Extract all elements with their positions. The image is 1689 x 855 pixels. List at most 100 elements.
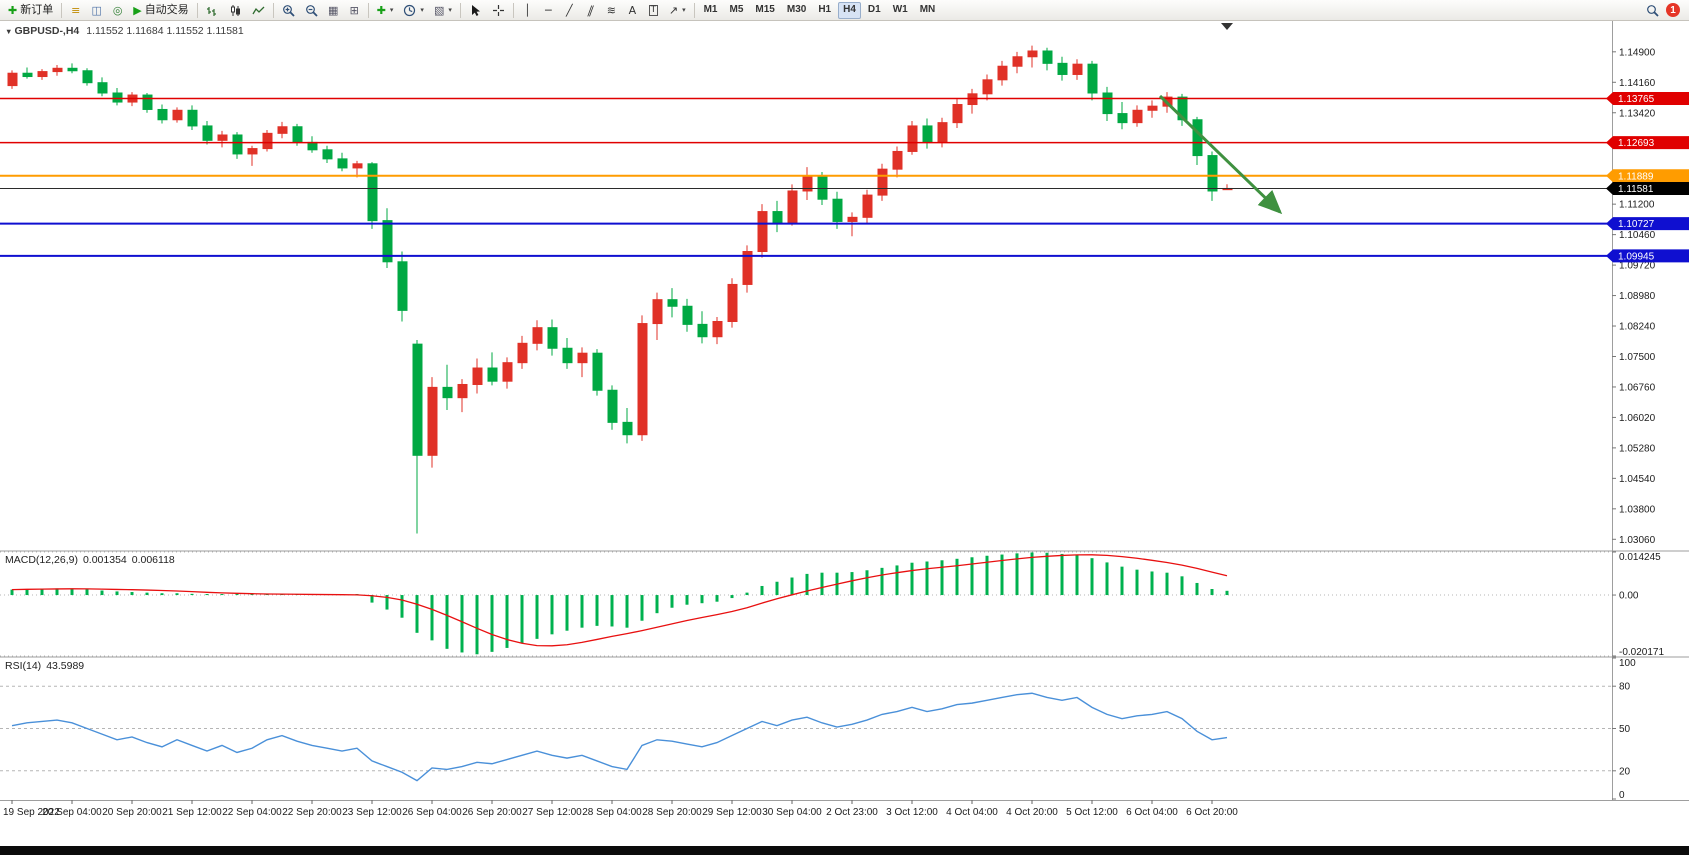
- candle: [982, 74, 993, 101]
- templates-button[interactable]: ▧ ▾: [430, 2, 456, 19]
- candle: [1132, 105, 1143, 127]
- search-button[interactable]: [1642, 2, 1663, 19]
- navigator-icon: ◎: [112, 3, 123, 17]
- candle: [52, 64, 63, 76]
- svg-text:1.10727: 1.10727: [1618, 219, 1655, 230]
- price-tag-resistance-lower: 1.12693: [1606, 136, 1689, 150]
- price-axis[interactable]: 1.149001.141601.134201.126801.119401.112…: [1612, 47, 1656, 546]
- bar-chart-mode-button[interactable]: [202, 2, 223, 19]
- notification-badge[interactable]: 1: [1666, 3, 1680, 17]
- candle: [637, 315, 648, 441]
- candle: [502, 357, 513, 389]
- arrows-icon: ↗: [668, 3, 679, 17]
- svg-text:29 Sep 12:00: 29 Sep 12:00: [702, 807, 762, 818]
- candle: [922, 118, 933, 149]
- data-window-button[interactable]: ◫: [87, 2, 106, 19]
- candlestick-icon: [229, 4, 242, 17]
- svg-text:1.08240: 1.08240: [1619, 322, 1656, 333]
- auto-arrange-icon: ▦: [327, 3, 339, 17]
- candle: [577, 347, 588, 378]
- svg-text:1.03060: 1.03060: [1619, 535, 1656, 546]
- timeframe-w1-button[interactable]: W1: [888, 2, 913, 19]
- periods-button[interactable]: ▾: [399, 2, 428, 19]
- chart-shift-marker[interactable]: [1221, 23, 1233, 30]
- toolbar-separator: [272, 2, 274, 18]
- autotrading-button[interactable]: ▶ 自动交易: [129, 2, 192, 19]
- timeframe-m1-button[interactable]: M1: [699, 2, 723, 19]
- candle: [457, 379, 468, 413]
- draw-trendline-button[interactable]: ╱: [560, 2, 579, 19]
- candle: [487, 352, 498, 386]
- candle: [1147, 100, 1158, 118]
- new-order-button[interactable]: ✚ 新订单: [4, 2, 57, 19]
- timeframe-mn-button[interactable]: MN: [915, 2, 941, 19]
- auto-arrange-button[interactable]: ▦: [324, 2, 343, 19]
- draw-vertical-line-button[interactable]: │: [518, 2, 537, 19]
- draw-channel-button[interactable]: ∥: [581, 2, 600, 19]
- candlestick-mode-button[interactable]: [225, 2, 246, 19]
- tile-windows-icon: ⊞: [349, 3, 359, 17]
- draw-fibonacci-button[interactable]: ≋: [602, 2, 621, 19]
- chart-window: 1.149001.141601.134201.126801.119401.112…: [0, 21, 1689, 846]
- svg-text:100: 100: [1619, 658, 1636, 669]
- draw-horizontal-line-button[interactable]: ─: [539, 2, 558, 19]
- svg-text:1.03800: 1.03800: [1619, 504, 1656, 515]
- cursor-icon: [469, 4, 482, 17]
- candle: [247, 145, 258, 166]
- text-icon: A: [628, 3, 637, 17]
- svg-text:1.07500: 1.07500: [1619, 352, 1656, 363]
- price-tag-support-upper: 1.10727: [1606, 217, 1689, 231]
- cursor-button[interactable]: [465, 2, 486, 19]
- timeframe-m30-button[interactable]: M30: [782, 2, 811, 19]
- candle: [367, 162, 378, 229]
- autotrading-label: 自动交易: [144, 3, 189, 16]
- line-chart-mode-button[interactable]: [248, 2, 269, 19]
- svg-text:22 Sep 04:00: 22 Sep 04:00: [222, 807, 282, 818]
- zoom-out-button[interactable]: [301, 2, 322, 19]
- draw-text-button[interactable]: A: [623, 2, 642, 19]
- svg-text:1.13420: 1.13420: [1619, 108, 1656, 119]
- timeframe-m15-button[interactable]: M15: [750, 2, 779, 19]
- market-watch-icon: ≡: [71, 3, 81, 17]
- timeframe-h4-button[interactable]: H4: [838, 1, 861, 19]
- new-order-icon: ✚: [8, 3, 18, 17]
- candle: [532, 320, 543, 351]
- bar-chart-icon: [206, 4, 219, 17]
- trend-arrow-annotation[interactable]: [1158, 94, 1283, 215]
- zoom-in-icon: [282, 4, 295, 17]
- timeframe-d1-button[interactable]: D1: [863, 2, 886, 19]
- candle: [97, 77, 108, 97]
- draw-label-button[interactable]: T: [644, 2, 663, 19]
- svg-text:20 Sep 20:00: 20 Sep 20:00: [102, 807, 162, 818]
- candle: [952, 99, 963, 128]
- svg-text:4 Oct 20:00: 4 Oct 20:00: [1006, 807, 1058, 818]
- candle: [37, 69, 48, 80]
- candle: [697, 311, 708, 344]
- candle: [442, 364, 453, 411]
- toolbar-separator: [61, 2, 63, 18]
- candle: [1087, 60, 1098, 101]
- tile-windows-button[interactable]: ⊞: [345, 2, 364, 19]
- svg-text:28 Sep 04:00: 28 Sep 04:00: [582, 807, 642, 818]
- candle: [877, 163, 888, 201]
- candle: [7, 70, 18, 89]
- draw-arrows-button[interactable]: ↗ ▾: [665, 2, 690, 19]
- indicators-button[interactable]: ✚ ▾: [373, 2, 398, 19]
- timeframe-m5-button[interactable]: M5: [725, 2, 749, 19]
- market-watch-button[interactable]: ≡: [66, 2, 85, 19]
- zoom-in-button[interactable]: [278, 2, 299, 19]
- candle: [607, 385, 618, 430]
- new-order-label: 新订单: [20, 3, 54, 16]
- line-chart-icon: [252, 4, 265, 17]
- crosshair-button[interactable]: [488, 2, 509, 19]
- svg-text:1.08980: 1.08980: [1619, 291, 1656, 302]
- navigator-button[interactable]: ◎: [108, 2, 127, 19]
- timeframe-h1-button[interactable]: H1: [813, 2, 836, 19]
- trendline-icon: ╱: [566, 3, 573, 17]
- candle: [427, 377, 438, 468]
- candle: [82, 68, 93, 86]
- candle: [352, 160, 363, 178]
- candle: [1102, 86, 1113, 121]
